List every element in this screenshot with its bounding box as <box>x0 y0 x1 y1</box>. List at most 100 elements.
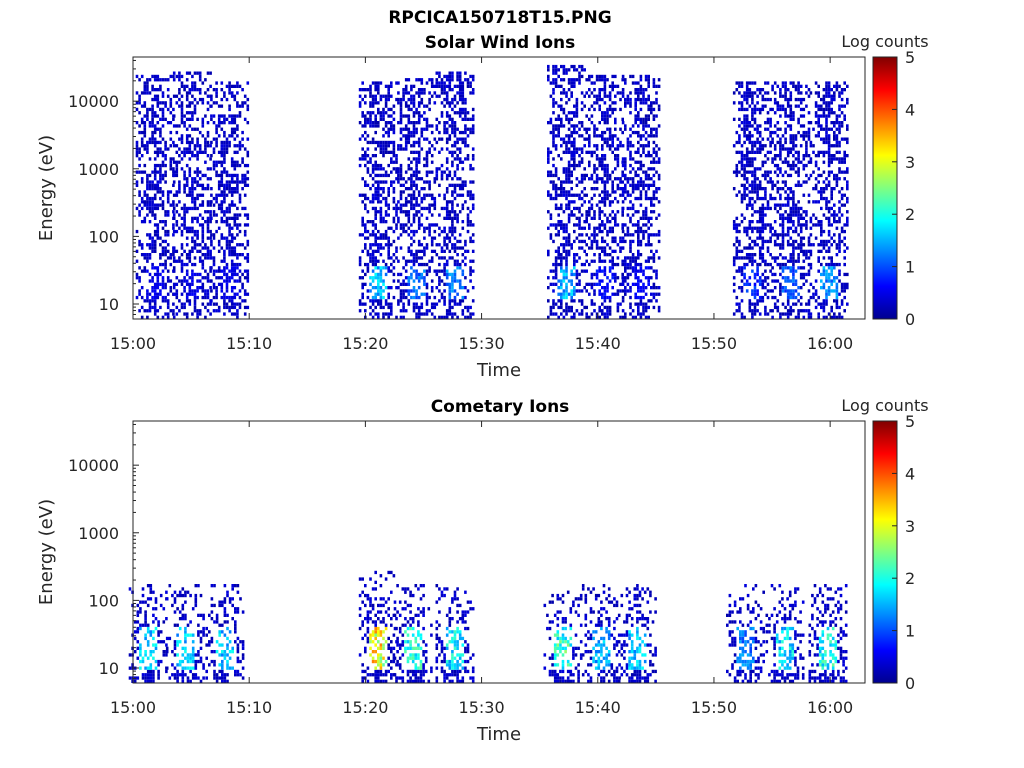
heatmap-cell <box>438 315 441 319</box>
heatmap-cell <box>201 216 205 220</box>
heatmap-cell <box>608 220 612 224</box>
heatmap-cell <box>151 117 154 121</box>
heatmap-cell <box>236 216 239 220</box>
heatmap-cell <box>776 180 780 184</box>
heatmap-cell <box>451 286 454 290</box>
heatmap-cell <box>453 127 457 131</box>
heatmap-cell <box>183 124 186 128</box>
heatmap-cell <box>188 276 192 280</box>
heatmap-cell <box>428 187 431 191</box>
heatmap-cell <box>374 292 377 296</box>
heatmap-cell <box>758 130 762 135</box>
heatmap-cell <box>738 91 741 95</box>
heatmap-cell <box>652 253 656 257</box>
heatmap-cell <box>781 229 785 234</box>
heatmap-cell <box>415 315 418 319</box>
heatmap-cell <box>183 203 186 207</box>
heatmap-cell <box>769 229 772 234</box>
heatmap-cell <box>639 137 643 141</box>
heatmap-cell <box>567 88 571 92</box>
heatmap-cell <box>650 107 653 112</box>
heatmap-cell <box>616 276 620 280</box>
heatmap-cell <box>603 213 607 217</box>
heatmap-cell <box>172 229 176 234</box>
heatmap-cell <box>233 137 237 141</box>
heatmap-cell <box>156 121 160 125</box>
heatmap-cell <box>655 101 658 105</box>
heatmap-cell <box>430 279 434 283</box>
heatmap-cell <box>233 279 237 283</box>
heatmap-cell <box>185 183 189 187</box>
heatmap-cell <box>204 256 207 260</box>
heatmap-cell <box>217 160 221 164</box>
heatmap-cell <box>598 74 601 79</box>
heatmap-cell <box>358 256 362 260</box>
heatmap-cell <box>209 203 212 207</box>
heatmap-cell <box>397 144 400 148</box>
heatmap-cell <box>598 200 601 204</box>
heatmap-cell <box>185 299 189 303</box>
heatmap-cell <box>425 243 429 247</box>
heatmap-cell <box>593 94 596 98</box>
heatmap-cell <box>743 134 746 138</box>
heatmap-cell <box>565 177 568 181</box>
heatmap-cell <box>443 216 446 220</box>
heatmap-cell <box>238 140 242 145</box>
heatmap-cell <box>603 157 607 161</box>
heatmap-cell <box>366 295 370 300</box>
heatmap-cell <box>140 243 144 247</box>
heatmap-cell <box>217 203 221 207</box>
heatmap-cell <box>161 262 165 267</box>
heatmap-cell <box>402 266 405 270</box>
heatmap-cell <box>236 279 239 283</box>
heatmap-cell <box>371 259 375 263</box>
heatmap-cell <box>209 286 212 290</box>
heatmap-cell <box>382 144 385 148</box>
heatmap-cell <box>438 74 441 79</box>
heatmap-cell <box>573 124 576 128</box>
heatmap-cell <box>580 302 584 306</box>
heatmap-cell <box>575 276 579 280</box>
heatmap-cell <box>196 216 199 220</box>
heatmap-cell <box>175 124 179 128</box>
heatmap-cell <box>392 259 396 263</box>
heatmap-cell <box>169 289 173 293</box>
heatmap-cell <box>440 114 444 118</box>
heatmap-cell <box>562 223 566 227</box>
heatmap-cell <box>206 167 210 171</box>
heatmap-cell <box>629 140 632 145</box>
heatmap-cell <box>172 117 175 121</box>
heatmap-cell <box>786 200 790 204</box>
heatmap-cell <box>412 127 416 131</box>
heatmap-cell <box>573 84 576 88</box>
heatmap-cell <box>140 140 144 145</box>
heatmap-cell <box>206 216 210 220</box>
heatmap-cell <box>225 289 229 293</box>
heatmap-cell <box>601 117 604 121</box>
heatmap-cell <box>580 289 584 293</box>
heatmap-cell <box>379 163 383 168</box>
heatmap-cell <box>758 295 762 300</box>
heatmap-cell <box>585 137 588 141</box>
heatmap-cell <box>220 210 224 214</box>
heatmap-cell <box>471 180 475 184</box>
heatmap-cell <box>784 170 787 174</box>
heatmap-cell <box>193 111 197 115</box>
heatmap-cell <box>611 88 614 92</box>
heatmap-cell <box>172 259 176 263</box>
heatmap-cell <box>650 130 653 135</box>
heatmap-cell <box>593 170 596 174</box>
heatmap-cell <box>461 272 465 277</box>
heatmap-cell <box>565 295 568 300</box>
heatmap-cell <box>201 262 205 267</box>
heatmap-cell <box>580 147 584 151</box>
heatmap-cell <box>593 229 596 234</box>
heatmap-cell <box>230 269 234 273</box>
heatmap-cell <box>238 289 242 293</box>
heatmap-cell <box>639 203 643 207</box>
heatmap-cell <box>590 81 594 85</box>
heatmap-cell <box>361 154 364 158</box>
heatmap-cell <box>781 312 785 316</box>
heatmap-cell <box>471 88 475 92</box>
heatmap-cell <box>415 160 418 164</box>
